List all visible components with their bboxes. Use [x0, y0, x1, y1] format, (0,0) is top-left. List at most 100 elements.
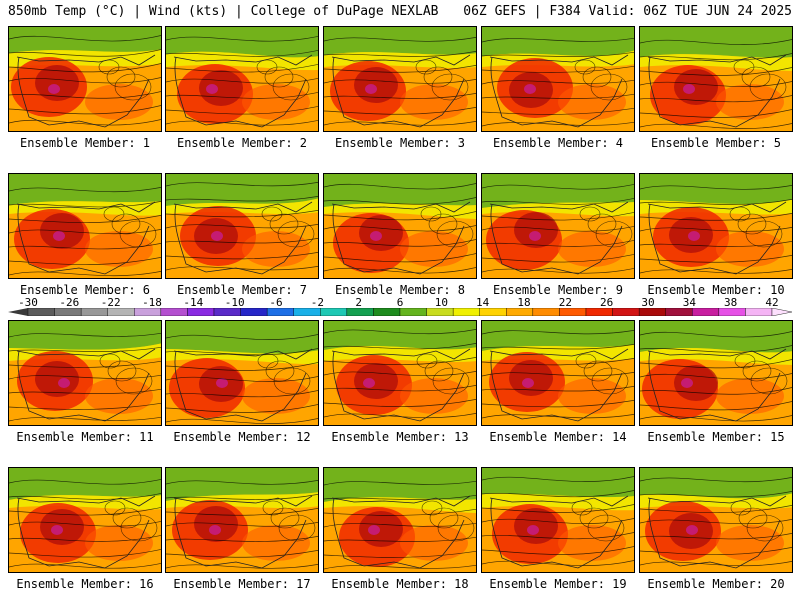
- colorbar-swatch: [54, 308, 82, 316]
- colorbar-swatch: [612, 308, 640, 316]
- colorbar-tick-label: -30: [18, 296, 38, 309]
- temperature-map: [8, 467, 162, 573]
- colorbar-swatch: [107, 308, 135, 316]
- ensemble-member-panel: Ensemble Member: 6: [8, 173, 162, 297]
- colorbar-ticks: -30 -26 -22 -18 -14 -10 -6 -2 2 6 10 14 18 22 26 30 34 38…: [8, 296, 792, 309]
- colorbar-swatch: [373, 308, 401, 316]
- colorbar-tick-label: -10: [224, 296, 245, 309]
- ensemble-member-label: Ensemble Member: 13: [331, 430, 469, 444]
- temperature-map: [165, 26, 319, 132]
- colorbar-swatch: [638, 308, 666, 316]
- colorbar-tick-label: -2: [310, 296, 324, 309]
- ensemble-member-panel: Ensemble Member: 7: [165, 173, 319, 297]
- temperature-map: [323, 26, 477, 132]
- temperature-map: [639, 173, 793, 279]
- ensemble-member-label: Ensemble Member: 16: [16, 577, 154, 591]
- ensemble-member-label: Ensemble Member: 7: [176, 283, 308, 297]
- ensemble-member-panel: Ensemble Member: 11: [8, 320, 162, 444]
- temperature-map: [165, 320, 319, 426]
- ensemble-member-label: Ensemble Member: 8: [334, 283, 466, 297]
- ensemble-member-label: Ensemble Member: 18: [331, 577, 469, 591]
- colorbar-swatch: [426, 308, 454, 316]
- colorbar-swatch: [585, 308, 613, 316]
- colorbar-swatch: [213, 308, 241, 316]
- colorbar-swatch: [479, 308, 507, 316]
- colorbar-tick-label: 42: [765, 296, 779, 309]
- ensemble-member-label: Ensemble Member: 4: [492, 136, 624, 150]
- colorbar-swatch: [266, 308, 294, 316]
- colorbar-tick-label: 30: [641, 296, 655, 309]
- colorbar-tick-label: -18: [142, 296, 162, 309]
- ensemble-member-label: Ensemble Member: 11: [16, 430, 154, 444]
- ensemble-member-label: Ensemble Member: 1: [19, 136, 151, 150]
- colorbar-swatch: [187, 308, 215, 316]
- ensemble-member-panel: Ensemble Member: 4: [481, 26, 635, 150]
- ensemble-member-label: Ensemble Member: 20: [647, 577, 785, 591]
- temperature-map: [639, 320, 793, 426]
- temperature-map: [639, 467, 793, 573]
- colorbar-tick-label: -14: [183, 296, 204, 309]
- ensemble-member-panel: Ensemble Member: 5: [639, 26, 793, 150]
- ensemble-member-panel: Ensemble Member: 18: [323, 467, 477, 591]
- colorbar-swatch: [506, 308, 534, 316]
- temperature-map: [165, 467, 319, 573]
- temperature-map: [481, 173, 635, 279]
- ensemble-member-label: Ensemble Member: 12: [173, 430, 311, 444]
- ensemble-member-label: Ensemble Member: 3: [334, 136, 466, 150]
- temperature-map: [323, 320, 477, 426]
- ensemble-member-panel: Ensemble Member: 1: [8, 26, 162, 150]
- ensemble-member-label: Ensemble Member: 5: [650, 136, 782, 150]
- ensemble-member-label: Ensemble Member: 2: [176, 136, 308, 150]
- colorbar-tick-label: 34: [682, 296, 696, 309]
- ensemble-member-panel: Ensemble Member: 19: [481, 467, 635, 591]
- map-title: 850mb Temp (°C) | Wind (kts) | College o…: [8, 4, 439, 19]
- colorbar-swatch: [532, 308, 560, 316]
- colorbar-tick-label: 2: [355, 296, 362, 309]
- ensemble-member-label: Ensemble Member: 10: [647, 283, 785, 297]
- colorbar-swatch: [718, 308, 746, 316]
- ensemble-member-panel: Ensemble Member: 12: [165, 320, 319, 444]
- colorbar-tick-label: -6: [269, 296, 283, 309]
- ensemble-member-label: Ensemble Member: 17: [173, 577, 311, 591]
- colorbar-tick-label: 6: [396, 296, 404, 309]
- colorbar-tick-label: -22: [100, 296, 121, 309]
- temperature-map: [8, 26, 162, 132]
- colorbar-swatch: [452, 308, 480, 316]
- ensemble-member-panel: Ensemble Member: 3: [323, 26, 477, 150]
- colorbar-swatch: [346, 308, 374, 316]
- ensemble-member-label: Ensemble Member: 15: [647, 430, 785, 444]
- ensemble-member-panel: Ensemble Member: 14: [481, 320, 635, 444]
- colorbar-swatch: [293, 308, 321, 316]
- colorbar-tick-label: 26: [600, 296, 614, 309]
- temperature-map: [165, 173, 319, 279]
- colorbar-swatch: [692, 308, 720, 316]
- temperature-map: [639, 26, 793, 132]
- ensemble-member-label: Ensemble Member: 14: [489, 430, 627, 444]
- colorbar-tick-label: 38: [724, 296, 738, 309]
- temperature-map: [481, 467, 635, 573]
- colorbar-swatch: [27, 308, 55, 316]
- colorbar-swatch: [240, 308, 268, 316]
- colorbar-tick-label: 18: [517, 296, 531, 309]
- ensemble-member-label: Ensemble Member: 6: [19, 283, 151, 297]
- ensemble-member-panel: Ensemble Member: 17: [165, 467, 319, 591]
- ensemble-member-panel: Ensemble Member: 9: [481, 173, 635, 297]
- temperature-map: [323, 173, 477, 279]
- ensemble-member-label: Ensemble Member: 19: [489, 577, 627, 591]
- colorbar-swatch: [160, 308, 188, 316]
- colorbar-swatch: [80, 308, 108, 316]
- temperature-map: [8, 173, 162, 279]
- colorbar-tick-label: 10: [434, 296, 448, 309]
- colorbar-tick-label: -26: [59, 296, 80, 309]
- ensemble-member-panel: Ensemble Member: 15: [639, 320, 793, 444]
- colorbar-swatch: [399, 308, 427, 316]
- colorbar-tick-label: 14: [476, 296, 490, 309]
- ensemble-member-label: Ensemble Member: 9: [492, 283, 624, 297]
- temperature-map: [8, 320, 162, 426]
- ensemble-member-panel: Ensemble Member: 16: [8, 467, 162, 591]
- ensemble-member-panel: Ensemble Member: 20: [639, 467, 793, 591]
- temperature-map: [481, 26, 635, 132]
- temperature-map: [323, 467, 477, 573]
- temperature-map: [481, 320, 635, 426]
- colorbar-swatch: [134, 308, 162, 316]
